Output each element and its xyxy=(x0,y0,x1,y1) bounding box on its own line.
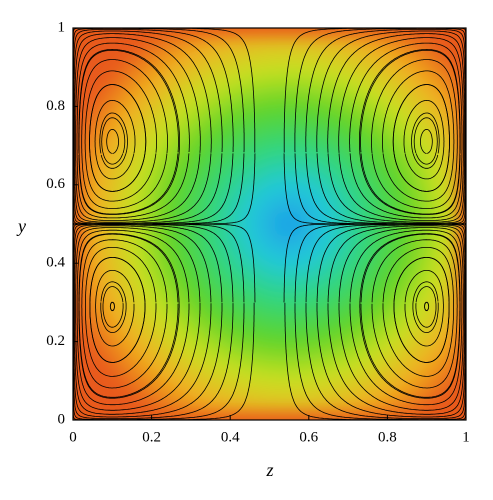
streamline xyxy=(349,229,463,406)
streamlines xyxy=(73,28,466,420)
streamline xyxy=(101,117,126,165)
streamline xyxy=(382,70,455,202)
streamline xyxy=(74,33,212,223)
streamline xyxy=(415,286,437,328)
streamline xyxy=(78,233,179,398)
x-axis-label: z xyxy=(265,460,273,480)
streamline xyxy=(76,42,190,219)
streamline xyxy=(359,48,461,215)
streamline xyxy=(360,49,461,215)
plot-frame xyxy=(72,27,467,421)
y-tick-label: 0.4 xyxy=(46,255,65,271)
streamline xyxy=(359,233,461,399)
y-axis-label: y xyxy=(16,216,26,236)
streamline xyxy=(94,99,136,180)
streamline xyxy=(89,257,146,363)
streamline xyxy=(371,239,458,389)
streamline xyxy=(413,117,438,165)
streamline xyxy=(89,84,147,192)
y-tick-label: 1 xyxy=(58,19,66,35)
x-tick-label: 0 xyxy=(69,429,77,445)
streamline xyxy=(403,99,445,180)
streamline xyxy=(420,128,433,154)
y-tick-label: 0.6 xyxy=(46,176,65,192)
streamline xyxy=(338,227,464,411)
x-tick-label: 0.4 xyxy=(221,429,240,445)
streamline xyxy=(102,286,124,328)
field-body xyxy=(81,36,458,412)
streamline xyxy=(81,59,168,209)
streamline xyxy=(349,42,463,219)
streamline xyxy=(338,37,464,221)
streamline xyxy=(75,37,201,221)
streamline xyxy=(73,30,223,224)
x-tick-label: 0.2 xyxy=(142,429,161,445)
streamline xyxy=(76,229,190,406)
streamline xyxy=(392,84,450,192)
streamline xyxy=(382,247,454,377)
streamline xyxy=(283,28,466,225)
streamline xyxy=(81,239,168,389)
streamline xyxy=(327,225,465,415)
streamline xyxy=(371,59,458,209)
streamline xyxy=(327,33,465,223)
streamline xyxy=(95,270,135,347)
y-tick-label: 0.2 xyxy=(46,333,65,349)
streamline xyxy=(73,28,256,225)
streamline xyxy=(100,281,127,333)
streamline xyxy=(75,227,201,411)
streamline xyxy=(393,257,450,363)
streamline xyxy=(316,30,466,224)
y-tick-label: 0.8 xyxy=(46,98,65,114)
streamline xyxy=(78,233,180,399)
streamline xyxy=(78,49,179,215)
streamline xyxy=(109,301,115,312)
streamline xyxy=(74,225,212,415)
streamline xyxy=(360,233,461,398)
streamline xyxy=(411,112,440,169)
streamline xyxy=(99,112,128,169)
streamline xyxy=(404,270,444,347)
streamline xyxy=(85,247,157,377)
streamline xyxy=(412,281,439,333)
y-tick-label: 0 xyxy=(58,411,66,427)
streamline xyxy=(106,128,119,154)
streamline xyxy=(424,301,430,312)
streamline xyxy=(78,48,180,215)
x-tick-label: 1 xyxy=(462,429,470,445)
streamline xyxy=(84,70,157,202)
x-tick-label: 0.6 xyxy=(299,429,318,445)
x-tick-label: 0.8 xyxy=(378,429,397,445)
